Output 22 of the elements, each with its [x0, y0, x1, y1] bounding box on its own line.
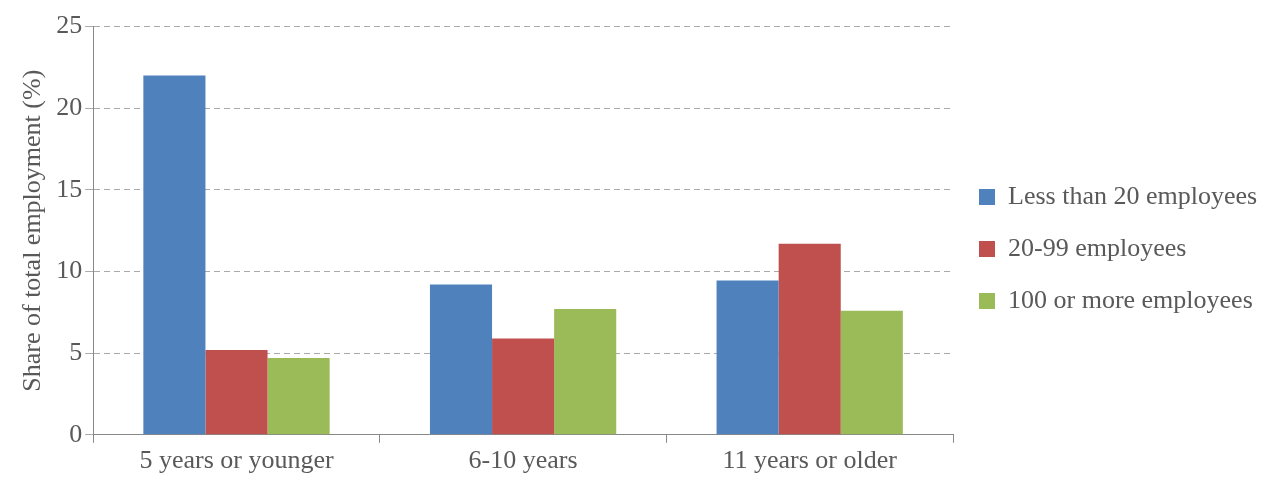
- bar: [429, 284, 493, 435]
- y-tick-label: 15: [56, 173, 83, 203]
- bar: [554, 309, 617, 435]
- bar: [716, 280, 779, 435]
- y-axis-title: Share of total employment (%): [17, 69, 47, 392]
- x-tick-label: 11 years or older: [722, 445, 898, 475]
- legend-label: Less than 20 employees: [1008, 180, 1258, 210]
- y-tick-label: 5: [69, 336, 83, 366]
- legend-label: 20-99 employees: [1008, 232, 1187, 262]
- bar: [205, 349, 268, 435]
- bar: [778, 243, 841, 435]
- x-tick-label: 6-10 years: [468, 445, 578, 475]
- x-tick-label: 5 years or younger: [139, 445, 334, 475]
- y-tick-label: 0: [69, 418, 83, 448]
- y-tick-label: 25: [56, 10, 83, 40]
- y-tick-label: 10: [56, 255, 83, 285]
- bar: [492, 338, 555, 435]
- y-tick-label: 20: [56, 92, 83, 122]
- bar: [267, 358, 330, 435]
- bar: [840, 310, 903, 435]
- legend-label: 100 or more employees: [1008, 284, 1253, 314]
- bar: [143, 75, 206, 435]
